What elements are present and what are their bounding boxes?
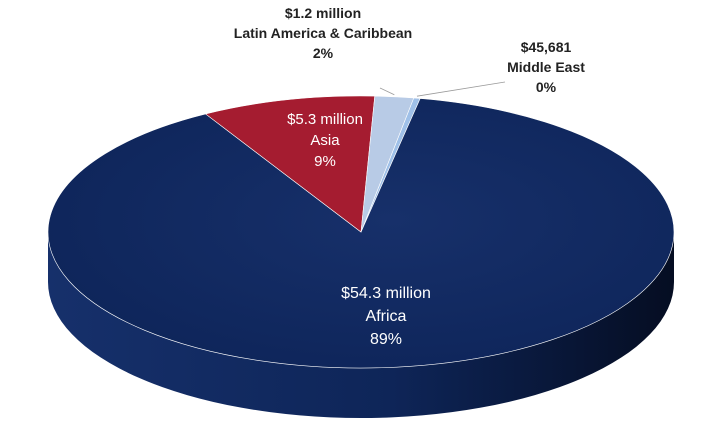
label-category: Africa [366, 308, 407, 325]
pie-tops [47, 95, 675, 369]
pie-slice-africa [47, 98, 675, 369]
label-value: $54.3 million [341, 285, 431, 302]
label-value: $45,681 [521, 39, 572, 55]
pie-slice-asia [204, 95, 376, 233]
data-label-latin-america-caribbean: $1.2 million Latin America & Caribbean 2% [234, 5, 412, 61]
pie-slice-latin-america-caribbean [360, 95, 415, 233]
label-category: Latin America & Caribbean [234, 25, 412, 41]
label-percent: 9% [314, 153, 336, 170]
leader-lines [379, 81, 506, 97]
data-labels: $54.3 million Africa 89% $5.3 million Asia 9%… [234, 5, 585, 348]
leader-line-middle-east [416, 81, 506, 97]
label-value: $1.2 million [285, 5, 361, 21]
pie-side-africa [48, 232, 674, 418]
label-category: Middle East [507, 59, 585, 75]
label-category: Asia [310, 132, 340, 149]
data-label-middle-east: $45,681 Middle East 0% [507, 39, 585, 95]
label-percent: 0% [536, 79, 557, 95]
data-label-asia: $5.3 million Asia 9% [287, 111, 363, 170]
label-percent: 2% [313, 45, 334, 61]
label-percent: 89% [370, 331, 402, 348]
label-value: $5.3 million [287, 111, 363, 128]
data-label-africa: $54.3 million Africa 89% [341, 285, 431, 348]
pie-sides [48, 232, 674, 418]
leader-line-latin-america [379, 87, 395, 96]
